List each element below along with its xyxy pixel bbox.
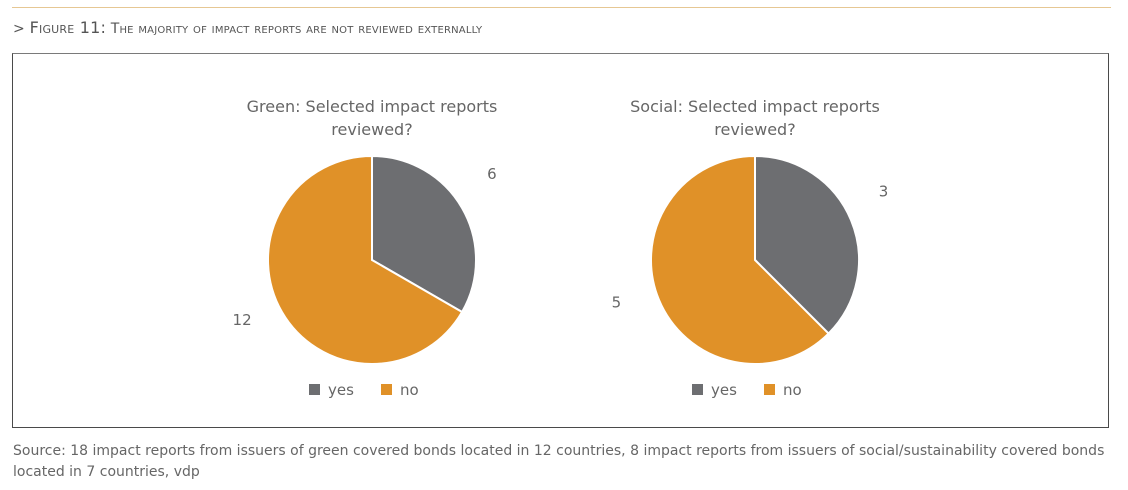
legend-swatch-no	[764, 384, 775, 395]
pie-charts: Green: Selected impact reports reviewed? 6…	[233, 97, 889, 399]
figure-label: Figure 11:	[29, 18, 107, 37]
legend-swatch-no	[381, 384, 392, 395]
pie-slice-no	[267, 154, 464, 365]
chart-title-line: Green: Selected impact reports	[247, 97, 498, 116]
data-label-yes: 6	[487, 165, 497, 183]
legend-label-no: no	[400, 381, 419, 399]
legend-label-yes: yes	[711, 381, 737, 399]
chart-title-line: Social: Selected impact reports	[630, 97, 880, 116]
chart-title-line: reviewed?	[331, 120, 412, 139]
legend-swatch-yes	[309, 384, 320, 395]
pie-slice-no	[650, 154, 830, 365]
legend-label-yes: yes	[328, 381, 354, 399]
pie-chart-social: Social: Selected impact reports reviewed?…	[612, 97, 889, 399]
data-label-yes: 3	[879, 183, 889, 201]
chart-title-line: reviewed?	[714, 120, 795, 139]
pie-slice-yes	[371, 154, 477, 314]
legend-swatch-yes	[692, 384, 703, 395]
legend-label-no: no	[783, 381, 802, 399]
top-rule	[12, 7, 1111, 8]
pie-chart-green: Green: Selected impact reports reviewed? 6…	[233, 97, 498, 399]
figure-title: > Figure 11: The majority of impact repo…	[13, 18, 482, 37]
figure-title-text: The majority of impact reports are not r…	[110, 21, 483, 37]
data-label-no: 5	[612, 293, 622, 311]
source-note: Source: 18 impact reports from issuers o…	[13, 443, 1105, 480]
data-label-no: 12	[233, 311, 252, 329]
figure-prefix: >	[13, 21, 30, 37]
chart-panel: Green: Selected impact reports reviewed? 6…	[12, 53, 1109, 428]
pie-slice-yes	[754, 154, 860, 335]
